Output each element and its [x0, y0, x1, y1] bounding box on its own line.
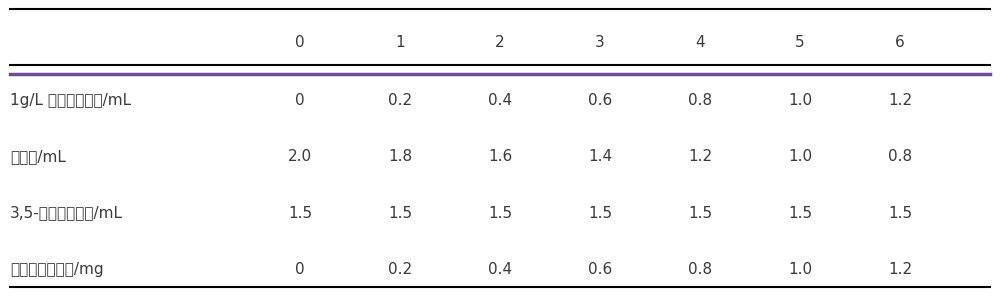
Text: 相当于葡萄糖量/mg: 相当于葡萄糖量/mg: [10, 262, 104, 277]
Text: 0.2: 0.2: [388, 262, 412, 277]
Text: 3,5-二硝基水杨酸/mL: 3,5-二硝基水杨酸/mL: [10, 206, 123, 221]
Text: 1.0: 1.0: [788, 149, 812, 164]
Text: 1.5: 1.5: [288, 206, 312, 221]
Text: 0.4: 0.4: [488, 262, 512, 277]
Text: 1g/L 葡萄糖标准液/mL: 1g/L 葡萄糖标准液/mL: [10, 93, 131, 108]
Text: 2.0: 2.0: [288, 149, 312, 164]
Text: 4: 4: [695, 36, 705, 50]
Text: 1.2: 1.2: [688, 149, 712, 164]
Text: 1.5: 1.5: [888, 206, 912, 221]
Text: 1.5: 1.5: [488, 206, 512, 221]
Text: 5: 5: [795, 36, 805, 50]
Text: 1.4: 1.4: [588, 149, 612, 164]
Text: 3: 3: [595, 36, 605, 50]
Text: 蒸馏水/mL: 蒸馏水/mL: [10, 149, 66, 164]
Text: 0: 0: [295, 93, 305, 108]
Text: 1.5: 1.5: [588, 206, 612, 221]
Text: 6: 6: [895, 36, 905, 50]
Text: 1.2: 1.2: [888, 262, 912, 277]
Text: 0: 0: [295, 262, 305, 277]
Text: 1.6: 1.6: [488, 149, 512, 164]
Text: 1.0: 1.0: [788, 262, 812, 277]
Text: 0.8: 0.8: [688, 93, 712, 108]
Text: 0.6: 0.6: [588, 93, 612, 108]
Text: 1.5: 1.5: [388, 206, 412, 221]
Text: 0: 0: [295, 36, 305, 50]
Text: 1: 1: [395, 36, 405, 50]
Text: 0.8: 0.8: [688, 262, 712, 277]
Text: 1.0: 1.0: [788, 93, 812, 108]
Text: 1.8: 1.8: [388, 149, 412, 164]
Text: 0.6: 0.6: [588, 262, 612, 277]
Text: 1.5: 1.5: [688, 206, 712, 221]
Text: 1.5: 1.5: [788, 206, 812, 221]
Text: 0.8: 0.8: [888, 149, 912, 164]
Text: 0.4: 0.4: [488, 93, 512, 108]
Text: 1.2: 1.2: [888, 93, 912, 108]
Text: 2: 2: [495, 36, 505, 50]
Text: 0.2: 0.2: [388, 93, 412, 108]
